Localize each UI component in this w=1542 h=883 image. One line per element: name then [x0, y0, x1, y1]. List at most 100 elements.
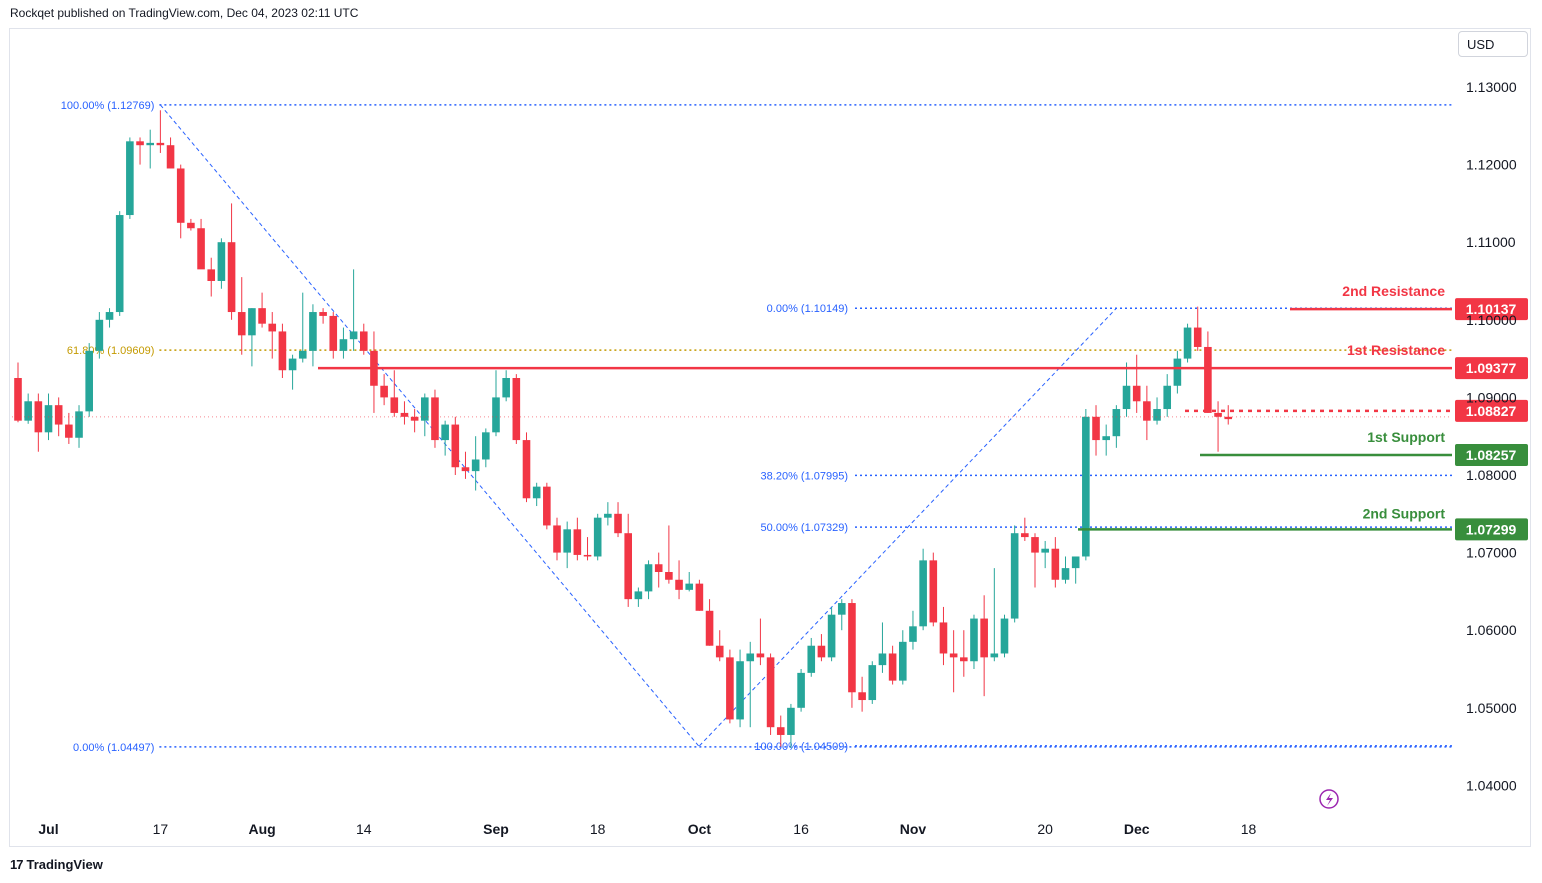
candle-body	[787, 707, 795, 735]
candle	[1143, 385, 1151, 441]
fibonacci-layer: 100.00% (1.12769) 61.80% (1.09609) 0.00% (…	[61, 100, 1452, 754]
candle	[766, 653, 775, 735]
candle-body	[675, 579, 683, 590]
candle-body	[207, 269, 216, 281]
candle	[970, 614, 978, 669]
candle	[14, 362, 22, 423]
candle-body	[461, 467, 470, 472]
x-tick-label: 18	[1241, 821, 1257, 837]
candle-body	[44, 405, 53, 433]
candle-body	[146, 142, 155, 146]
candle	[197, 218, 205, 270]
candle-body	[421, 397, 429, 421]
candle	[105, 308, 114, 328]
x-tick-label: Dec	[1124, 821, 1150, 837]
candle-body	[441, 424, 449, 441]
candle-body	[583, 554, 592, 557]
candle-body	[949, 653, 958, 658]
price-tag: 1.09377	[1455, 357, 1528, 380]
level-label: 2nd Support	[1363, 505, 1446, 521]
candle	[288, 354, 297, 390]
fib-up-level-label: 0.00% (1.10149)	[767, 303, 848, 315]
candle	[248, 308, 256, 367]
candle	[776, 715, 785, 747]
candle-body	[126, 141, 134, 216]
candle	[1092, 405, 1100, 456]
candle	[715, 630, 724, 662]
candle	[1041, 540, 1049, 569]
candle-body	[705, 610, 714, 646]
candle-body	[654, 564, 663, 572]
candle	[492, 370, 500, 437]
candle	[919, 548, 927, 631]
axes-layer: 1.13000 1.12000 1.11000 1.10000 1.09000 1.080…	[38, 79, 1516, 837]
candle-body	[349, 331, 358, 340]
price-tag-bg	[1455, 518, 1528, 541]
candle	[1173, 350, 1182, 394]
fib-down-level-label: 61.80% (1.09609)	[67, 345, 154, 357]
candle-body	[268, 323, 277, 332]
level-label: 2nd Resistance	[1342, 283, 1445, 299]
y-tick-label: 1.09000	[1466, 389, 1517, 405]
candle-body	[1071, 556, 1080, 569]
candle	[848, 599, 856, 708]
candle	[1204, 331, 1212, 413]
candle	[482, 428, 490, 468]
candle	[654, 552, 663, 588]
y-tick-label: 1.13000	[1466, 79, 1517, 95]
candle-body	[431, 397, 439, 441]
candle-body	[1092, 416, 1100, 441]
candle-body	[756, 653, 765, 658]
candle	[1214, 401, 1222, 452]
candle	[400, 401, 409, 425]
candle	[319, 308, 327, 324]
candle	[532, 482, 541, 507]
candle-body	[1193, 327, 1202, 347]
price-tag-label: 1.08827	[1466, 403, 1517, 419]
candle	[146, 129, 155, 169]
candle-body	[380, 385, 388, 398]
candle-body	[604, 513, 612, 518]
candle-body	[309, 312, 317, 351]
candle	[1183, 323, 1192, 363]
candle-body	[888, 653, 897, 681]
fib-up-level-label: 38.20% (1.07995)	[761, 470, 848, 482]
price-tag-bg	[1455, 357, 1528, 380]
brand-name: TradingView	[26, 857, 103, 872]
candle	[990, 568, 999, 662]
currency-selector[interactable]: USD	[1458, 31, 1528, 57]
price-tag: 1.10137	[1455, 298, 1528, 321]
candle	[1071, 556, 1080, 584]
candle-body	[532, 486, 541, 499]
candle-body	[898, 641, 907, 681]
y-tick-label: 1.06000	[1466, 622, 1517, 638]
candle	[136, 137, 144, 165]
publisher-caption: Rockqet published on TradingView.com, De…	[10, 6, 359, 20]
candle	[817, 634, 826, 662]
candle-body	[492, 397, 500, 433]
candle-body	[746, 653, 755, 662]
candle	[237, 277, 246, 355]
y-tick-label: 1.11000	[1466, 234, 1516, 250]
candle-body	[54, 405, 63, 425]
price-tag-label: 1.09377	[1466, 360, 1517, 376]
candle-body	[136, 141, 144, 146]
candle	[410, 409, 419, 433]
x-tick-label: Sep	[483, 821, 509, 837]
tradingview-logo[interactable]: 17 TradingView	[10, 857, 103, 872]
x-tick-label: Nov	[900, 821, 927, 837]
candle-body	[1183, 327, 1192, 359]
candle	[421, 393, 429, 437]
candle-body	[776, 727, 785, 735]
candle-body	[65, 424, 73, 438]
x-tick-label: Aug	[248, 821, 275, 837]
chart-frame	[9, 28, 1531, 847]
candle-body	[1051, 548, 1060, 580]
y-tick-label: 1.07000	[1466, 545, 1517, 561]
candle	[75, 405, 83, 448]
lightning-icon[interactable]	[1319, 789, 1339, 809]
candle	[1112, 405, 1121, 448]
x-tick-label: 20	[1037, 821, 1053, 837]
candle	[278, 323, 287, 378]
